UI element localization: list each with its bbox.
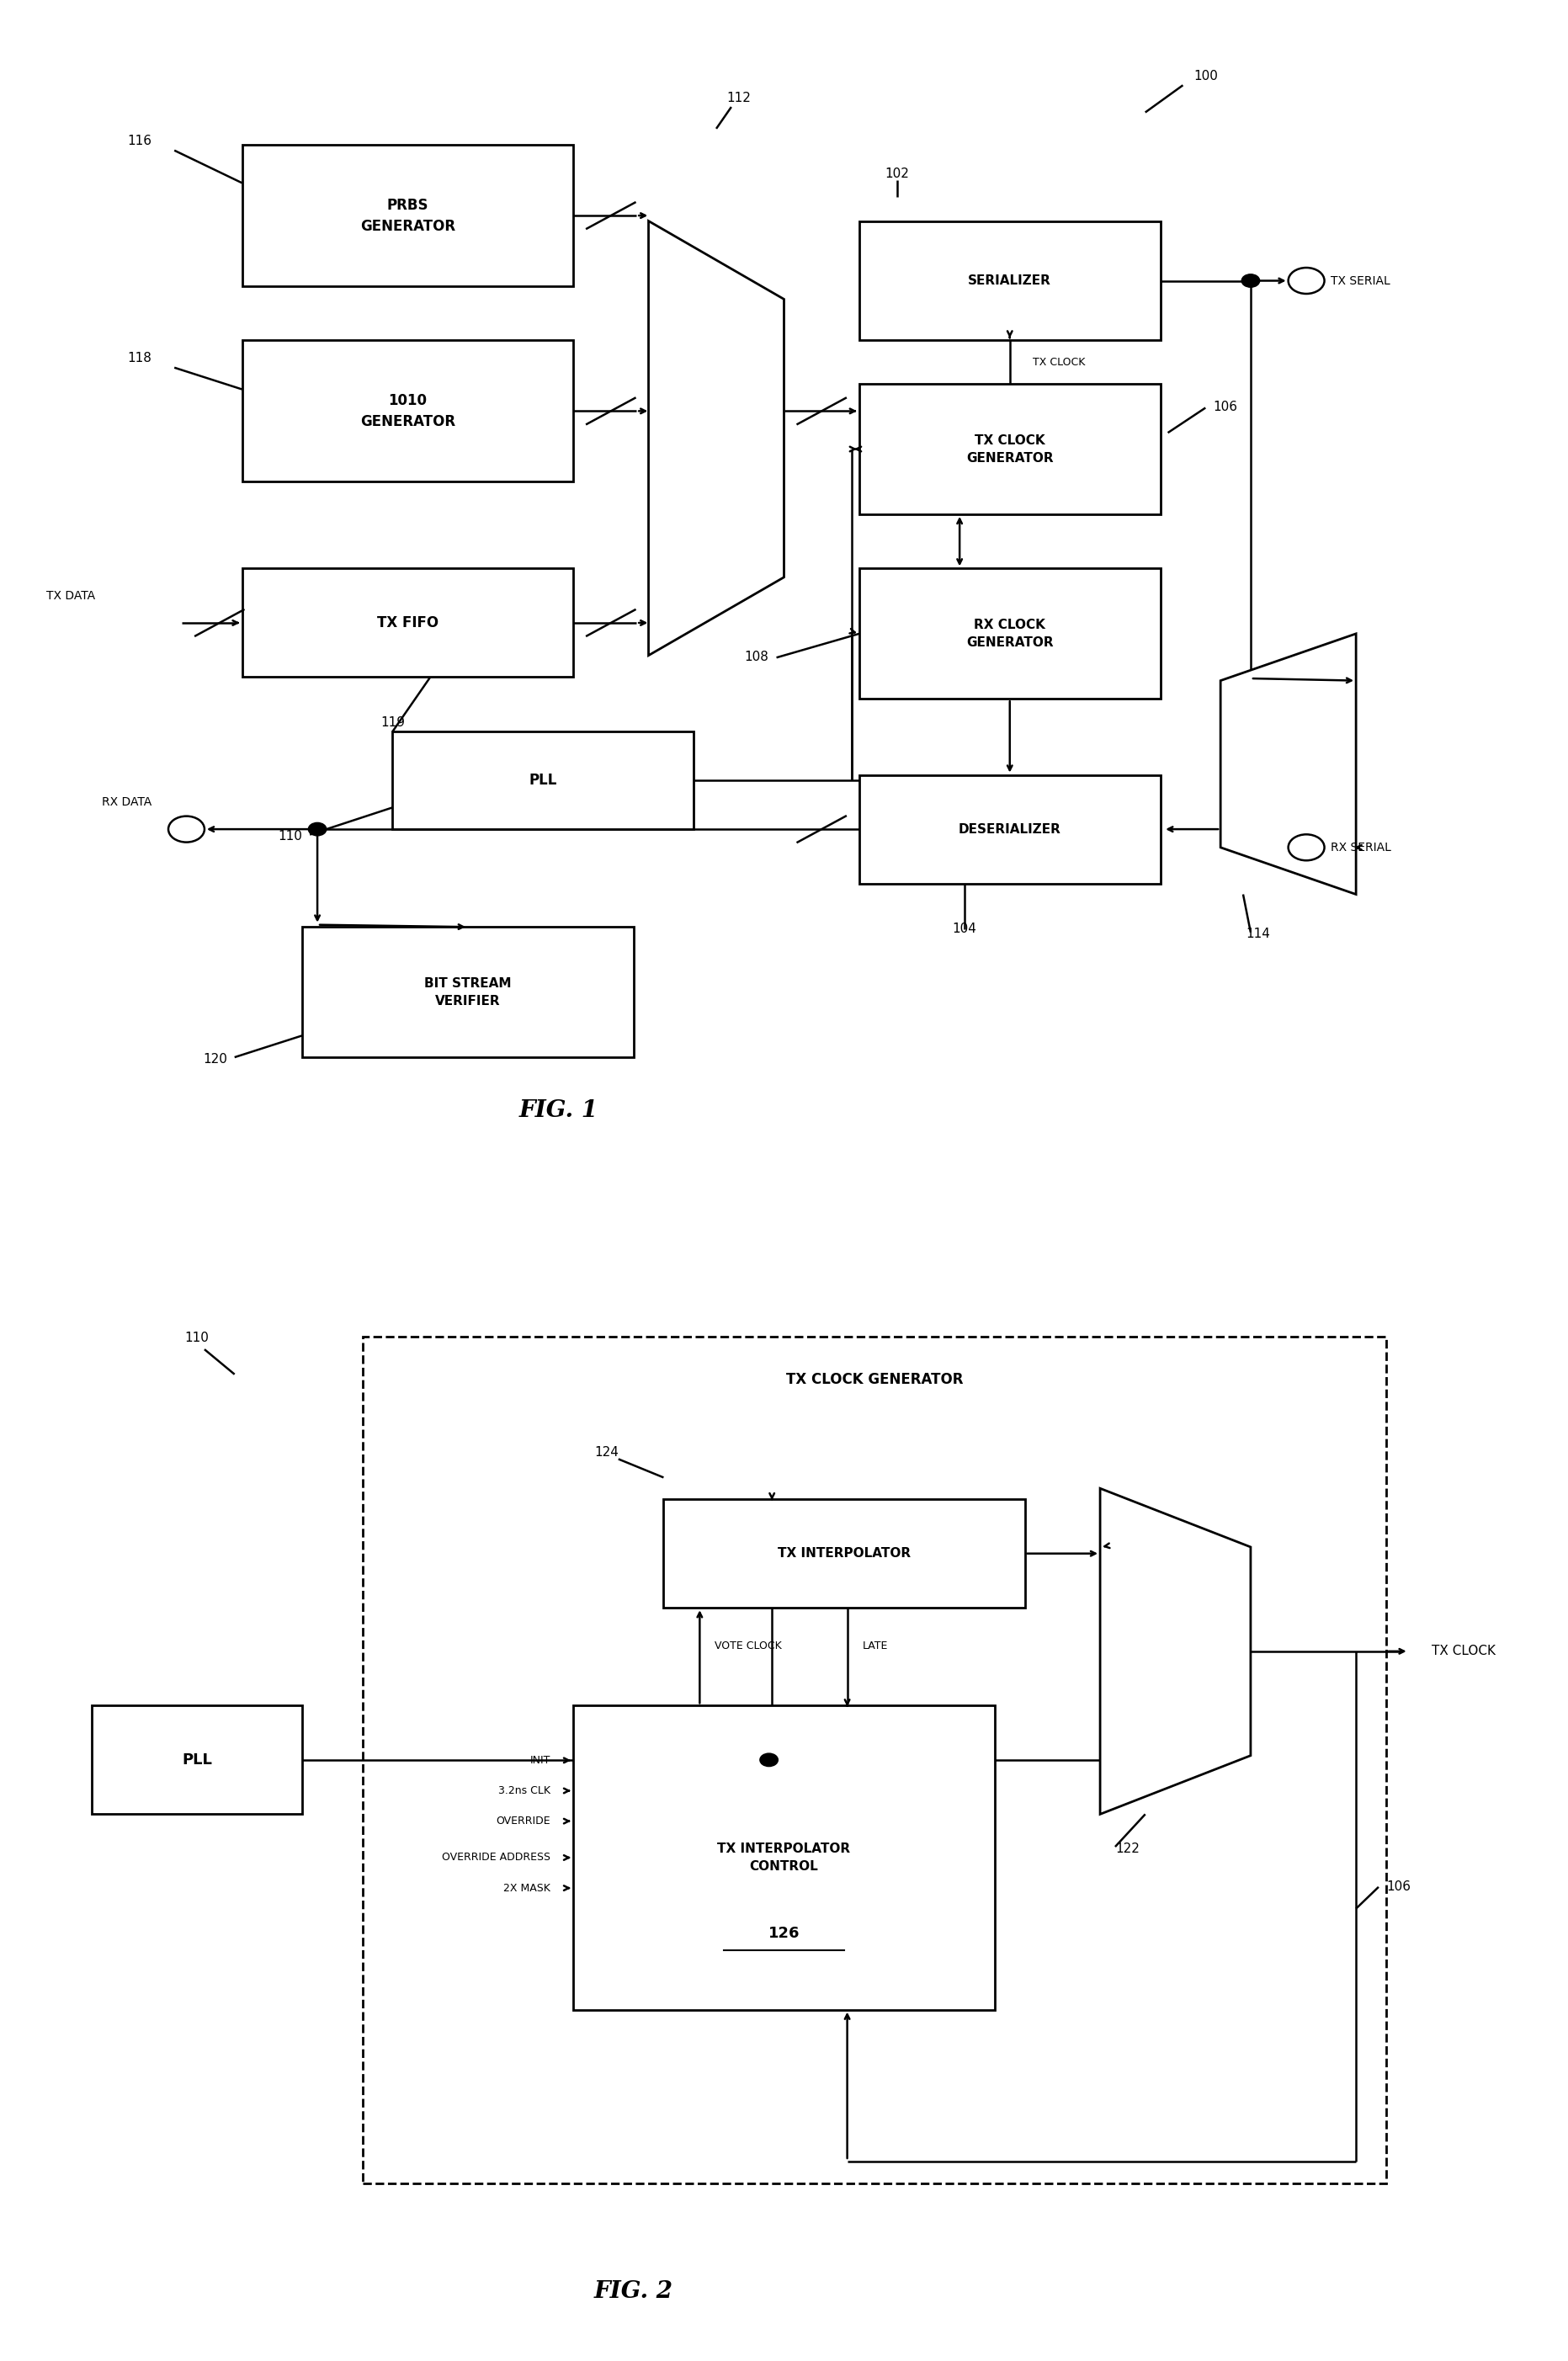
Bar [859,385,1160,515]
Text: TX FIFO: TX FIFO [376,616,439,630]
Text: LATE: LATE [862,1641,887,1650]
Bar [574,1705,994,2009]
Text: BIT STREAM
VERIFIER: BIT STREAM VERIFIER [425,977,511,1008]
Bar [303,928,633,1058]
Text: 100: 100 [1193,71,1218,83]
Text: 114: 114 [1247,928,1270,940]
Text: DESERIALIZER: DESERIALIZER [958,824,1062,836]
Text: 110: 110 [278,831,303,843]
Text: PRBS
GENERATOR: PRBS GENERATOR [361,198,455,234]
Text: 119: 119 [381,715,405,730]
Text: 126: 126 [768,1927,800,1941]
Bar [241,144,574,286]
Text: TX SERIAL: TX SERIAL [1330,274,1389,286]
Text: INIT: INIT [530,1754,550,1766]
Text: PLL: PLL [528,772,557,789]
Polygon shape [1101,1487,1251,1813]
Text: 108: 108 [745,652,768,663]
Text: 3.2ns CLK: 3.2ns CLK [499,1785,550,1797]
Text: OVERRIDE: OVERRIDE [497,1816,550,1827]
Text: 112: 112 [726,92,751,104]
Text: 122: 122 [1115,1842,1140,1856]
Text: TX CLOCK
GENERATOR: TX CLOCK GENERATOR [966,434,1054,465]
Text: 118: 118 [127,352,152,364]
Text: VOTE CLOCK: VOTE CLOCK [715,1641,782,1650]
Bar [663,1499,1025,1608]
Bar [859,222,1160,340]
Circle shape [760,1754,778,1766]
Text: 106: 106 [1386,1882,1411,1894]
Text: RX DATA: RX DATA [102,796,152,807]
Bar [392,732,693,829]
Bar [859,569,1160,699]
Text: OVERRIDE ADDRESS: OVERRIDE ADDRESS [442,1851,550,1863]
Text: TX CLOCK: TX CLOCK [1032,357,1085,368]
Text: 120: 120 [202,1053,227,1065]
Text: TX CLOCK GENERATOR: TX CLOCK GENERATOR [786,1372,963,1388]
Text: FIG. 2: FIG. 2 [594,2281,673,2302]
Text: RX CLOCK
GENERATOR: RX CLOCK GENERATOR [966,619,1054,649]
Circle shape [1242,274,1259,288]
Bar [859,774,1160,883]
Text: FIG. 1: FIG. 1 [519,1100,597,1121]
Bar [362,1336,1386,2184]
Text: TX CLOCK: TX CLOCK [1432,1646,1496,1657]
Text: SERIALIZER: SERIALIZER [967,274,1052,288]
Text: PLL: PLL [182,1752,212,1768]
Text: 104: 104 [952,923,977,935]
Bar [241,569,574,678]
Text: 102: 102 [884,168,909,179]
Text: 110: 110 [185,1332,209,1343]
Text: 1010
GENERATOR: 1010 GENERATOR [361,392,455,430]
Text: 124: 124 [594,1445,618,1459]
Text: RX SERIAL: RX SERIAL [1330,841,1391,852]
Bar [241,340,574,482]
Text: TX INTERPOLATOR
CONTROL: TX INTERPOLATOR CONTROL [718,1842,850,1872]
Polygon shape [1220,633,1356,895]
Text: TX INTERPOLATOR: TX INTERPOLATOR [778,1546,911,1561]
Circle shape [309,822,326,836]
Text: TX DATA: TX DATA [47,590,96,602]
Polygon shape [649,222,784,656]
Bar [91,1705,303,1813]
Text: 106: 106 [1214,401,1237,413]
Text: 2X MASK: 2X MASK [503,1882,550,1894]
Text: 116: 116 [127,135,152,146]
